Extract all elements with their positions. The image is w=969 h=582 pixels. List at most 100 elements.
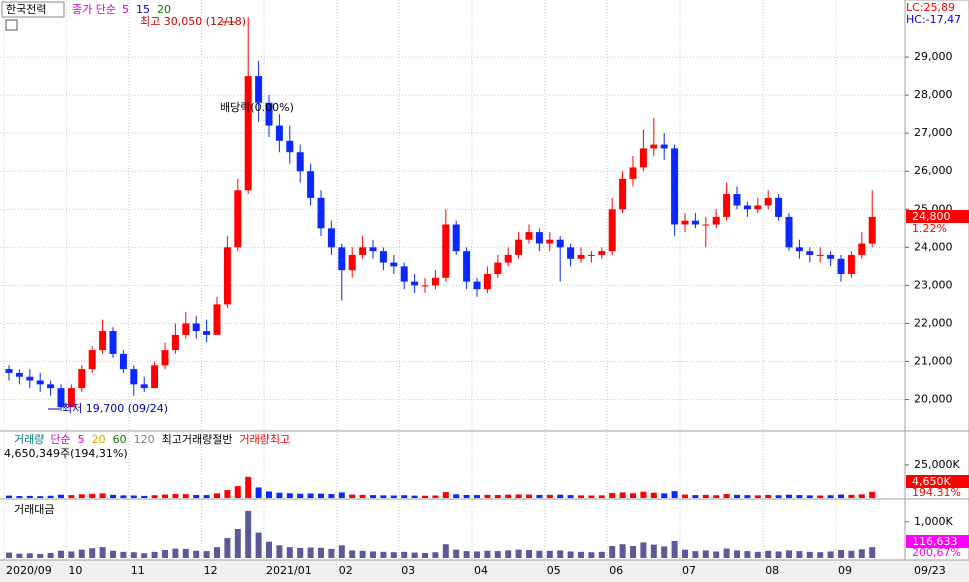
bar — [661, 493, 668, 498]
x-tick-label: 07 — [682, 564, 696, 577]
candle-body — [806, 251, 814, 255]
candle-body — [473, 281, 481, 290]
bar — [328, 494, 335, 498]
bar — [494, 494, 501, 498]
candle-body — [411, 281, 419, 286]
candle-body — [515, 239, 523, 255]
chart-title: 한국전력 — [6, 3, 46, 16]
annotation-dividend: 배당락(0.00%) — [220, 101, 294, 114]
x-tick-label: 2020/09 — [6, 564, 52, 577]
bar — [838, 494, 844, 498]
bar — [588, 495, 595, 498]
bar — [827, 551, 834, 558]
bar — [713, 495, 720, 498]
candle-body — [296, 152, 304, 172]
bar — [526, 550, 532, 558]
bar — [515, 549, 522, 558]
candle-body — [754, 205, 762, 210]
x-tick-label: 03 — [401, 564, 415, 577]
bar — [182, 548, 189, 558]
bar — [193, 494, 200, 498]
legend-item: 단순 — [50, 433, 70, 446]
candle-body — [567, 247, 575, 259]
bar — [120, 495, 127, 498]
bar — [702, 494, 709, 498]
bar — [744, 495, 751, 498]
bar — [682, 494, 688, 498]
bar — [838, 550, 844, 558]
pane-title: 거래대금 — [14, 503, 54, 516]
candle-body — [743, 205, 751, 210]
candle-body — [660, 144, 668, 149]
bar — [744, 551, 751, 558]
bar — [765, 494, 772, 498]
bar — [307, 547, 314, 558]
candle-body — [192, 323, 200, 332]
bar — [182, 494, 189, 498]
bar — [442, 492, 449, 498]
bar — [16, 496, 23, 498]
bar — [661, 546, 668, 558]
bar — [370, 551, 376, 558]
candle-body — [837, 258, 845, 274]
bar — [141, 495, 148, 498]
bar — [234, 529, 241, 558]
legend-item: 15 — [136, 3, 150, 16]
x-tick-label: 08 — [765, 564, 779, 577]
bar — [432, 552, 439, 558]
candle-body — [598, 251, 606, 255]
annotation-high: 최고 30,050 (12/18) — [140, 15, 246, 28]
candle-body — [317, 197, 325, 229]
y-tick-label: 23,000 — [914, 278, 953, 291]
bar — [578, 495, 584, 498]
bar — [141, 553, 148, 558]
bar — [318, 547, 324, 558]
bar — [817, 495, 824, 498]
bar — [68, 495, 75, 498]
legend-item: 최고거래량절반 — [162, 433, 233, 446]
candle-body — [36, 380, 44, 385]
candle-body — [816, 254, 824, 256]
candle-body — [629, 167, 637, 179]
bar — [796, 495, 803, 498]
bar — [47, 495, 54, 498]
candle-body — [5, 369, 13, 373]
bar — [6, 495, 12, 498]
candle-body — [67, 388, 75, 408]
candle-body — [286, 140, 294, 153]
candle-body — [369, 247, 377, 252]
bar — [16, 553, 23, 558]
bar — [505, 550, 512, 558]
bar — [484, 494, 491, 498]
candle-body — [556, 239, 564, 248]
bar — [567, 551, 574, 558]
price-box — [906, 210, 969, 223]
candle-body — [431, 277, 439, 286]
candle-body — [78, 369, 86, 389]
bar — [380, 551, 387, 558]
candle-body — [47, 384, 55, 389]
bar — [411, 495, 418, 498]
bar — [380, 495, 387, 498]
bar — [338, 492, 345, 498]
bar — [817, 552, 824, 558]
candle-body — [88, 350, 96, 370]
candle-body — [619, 178, 627, 210]
bar — [78, 494, 85, 498]
bar — [422, 495, 428, 498]
candle-body — [827, 254, 835, 259]
bar — [401, 551, 408, 558]
bar — [442, 544, 449, 558]
bar — [58, 550, 64, 558]
bar — [78, 549, 85, 558]
candle-body — [868, 216, 876, 244]
bar — [848, 550, 855, 558]
bar — [536, 494, 543, 498]
bar — [286, 493, 293, 498]
candle-body — [234, 190, 242, 248]
candle-body — [650, 144, 658, 149]
bar — [630, 546, 636, 558]
candle-body — [338, 247, 346, 271]
bar — [390, 495, 397, 498]
